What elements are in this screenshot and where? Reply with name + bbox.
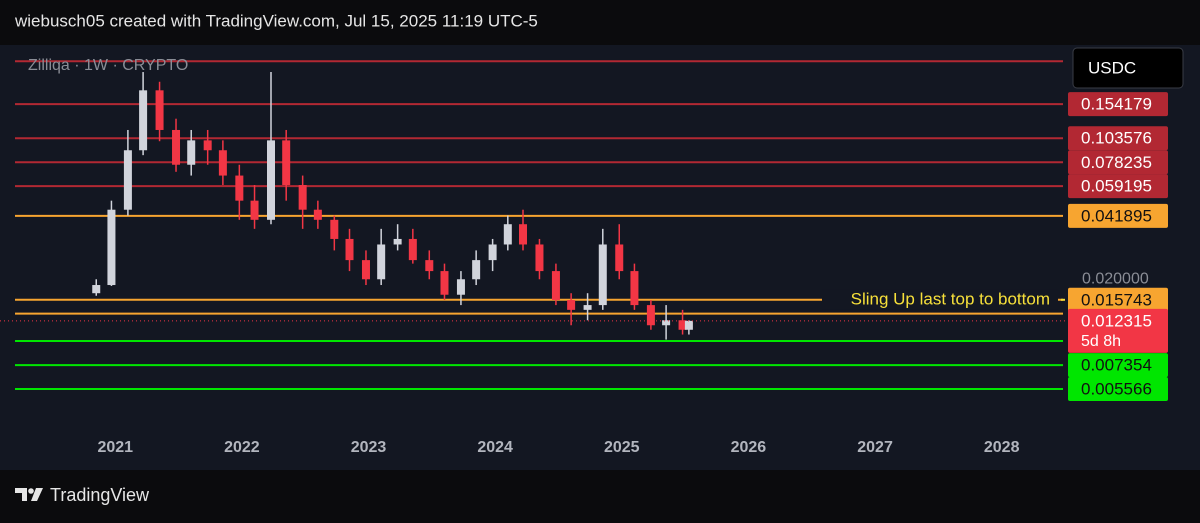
candle-body — [218, 150, 227, 176]
candle-body — [472, 260, 481, 280]
candle-body — [282, 140, 291, 186]
x-tick-label: 2025 — [604, 439, 640, 456]
x-tick-label: 2022 — [224, 439, 260, 456]
candle-body — [187, 140, 196, 165]
candle-body — [425, 260, 434, 272]
tradingview-logo — [15, 488, 43, 501]
candle-body — [440, 271, 449, 295]
level-label-box — [1068, 126, 1168, 151]
annotation-text: Sling Up last top to bottom — [851, 289, 1050, 308]
candle-body — [684, 320, 693, 330]
x-tick-label: 2027 — [857, 439, 893, 456]
level-label: 0.041895 — [1081, 206, 1152, 225]
candle-body — [567, 300, 576, 310]
level-label-box — [1068, 174, 1168, 199]
candle-body — [583, 305, 592, 310]
currency[interactable]: USDC — [1088, 58, 1136, 77]
candle-body — [298, 185, 307, 210]
candle-body — [92, 285, 101, 294]
level-label-box — [1068, 92, 1168, 117]
level-label: 0.154179 — [1081, 95, 1152, 114]
candle-body — [250, 200, 259, 220]
x-tick-label: 2026 — [731, 439, 767, 456]
candle-body — [408, 238, 417, 261]
currency-box[interactable] — [1072, 47, 1184, 89]
x-tick-label: 2024 — [477, 439, 513, 456]
candle-body — [503, 224, 512, 245]
chart-title: Zilliqa · 1W · CRYPTO — [28, 57, 188, 74]
candle-body — [456, 279, 465, 295]
candle-body — [139, 90, 148, 151]
level-label-box — [1068, 353, 1168, 378]
candle-body — [345, 238, 354, 261]
candle-body — [155, 90, 164, 130]
x-tick-label: 2021 — [97, 439, 133, 456]
level-label-box — [1068, 203, 1168, 228]
candle-body — [598, 244, 607, 306]
candle-body — [551, 271, 560, 301]
x-tick-label: 2028 — [984, 439, 1020, 456]
y-tick-label: 0.020000 — [1082, 270, 1149, 287]
candle-body — [330, 219, 339, 239]
level-label: 0.059195 — [1081, 177, 1152, 196]
candle-body — [662, 320, 671, 326]
candle-body — [123, 150, 132, 210]
level-label: 0.005566 — [1081, 379, 1152, 398]
last-price-box — [1068, 308, 1168, 353]
level-label: 0.078235 — [1081, 153, 1152, 172]
last-price-label: 0.012315 — [1081, 311, 1152, 330]
candle-body — [361, 260, 370, 280]
level-label-box — [1068, 376, 1168, 401]
last-price-countdown: 5d 8h — [1081, 333, 1121, 350]
level-label: 0.103576 — [1081, 129, 1152, 148]
level-label: 0.015743 — [1081, 290, 1152, 309]
candle-body — [393, 238, 402, 245]
x-tick-label: 2023 — [351, 439, 387, 456]
level-label-box — [1068, 287, 1168, 312]
footer-brand: TradingView — [50, 485, 150, 505]
annotation-background — [822, 289, 1058, 310]
candle-body — [615, 244, 624, 272]
candle-body — [519, 224, 528, 245]
header-text: wiebusch05 created with TradingView.com,… — [14, 11, 538, 30]
candle-body — [678, 320, 687, 330]
candle-body — [172, 129, 181, 165]
candle-body — [203, 140, 212, 151]
candle-body — [235, 175, 244, 201]
plot: Sling Up last top to bottom — [0, 60, 1065, 390]
candle-body — [313, 209, 322, 220]
candle-body — [535, 244, 544, 272]
candle-body — [646, 305, 655, 326]
candle-body — [107, 209, 116, 286]
candle-body — [377, 244, 386, 280]
level-label: 0.007354 — [1081, 356, 1152, 375]
candle-body — [630, 271, 639, 306]
candle-body — [266, 140, 275, 220]
candle-body — [488, 244, 497, 261]
level-label-box — [1068, 150, 1168, 175]
